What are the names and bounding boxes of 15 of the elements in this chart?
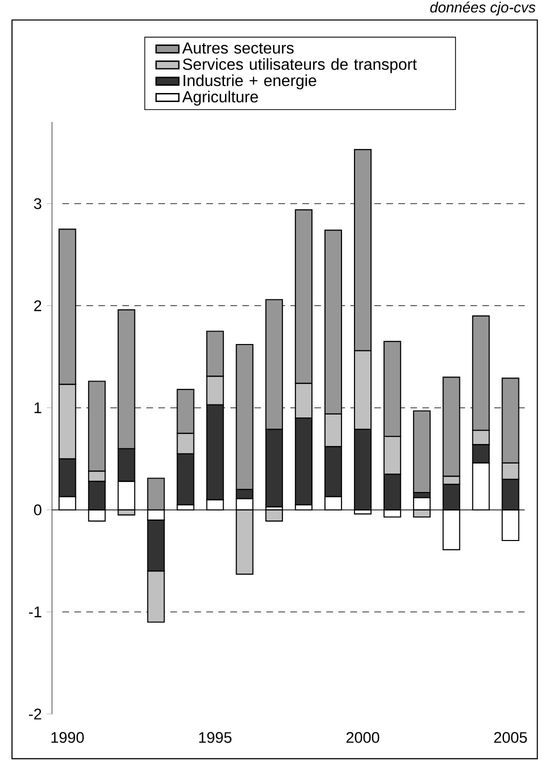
y-tick-label: -2 — [29, 708, 42, 720]
y-tick-label: 0 — [34, 504, 42, 516]
text: données cjo-cvs — [430, 2, 536, 16]
x-tick-label: 1990 — [51, 732, 84, 743]
y-tick-label: 2 — [34, 300, 42, 312]
y-tick-label: 3 — [34, 198, 42, 210]
legend-label: Autres secteurs — [182, 42, 294, 54]
x-tick-label: 2000 — [346, 732, 380, 743]
legend-label: Services utilisateurs de transport — [182, 58, 417, 74]
y-tick-label: 1 — [34, 402, 42, 414]
x-tick-label: 1995 — [199, 732, 232, 743]
legend-label: Agriculture — [182, 90, 258, 106]
x-tick-label: 2005 — [494, 732, 527, 743]
y-tick-label: -1 — [29, 606, 42, 618]
legend-label: Industrie + energie — [184, 74, 316, 90]
